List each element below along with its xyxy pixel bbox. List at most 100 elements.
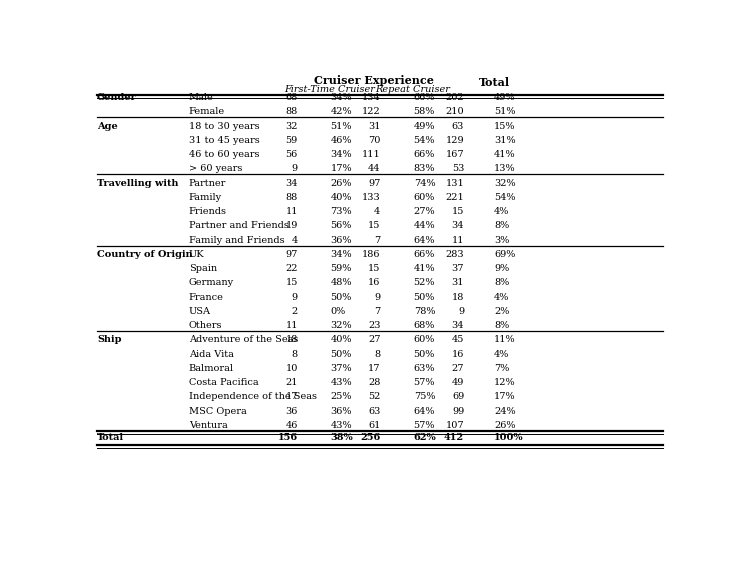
Text: 68%: 68% (414, 321, 435, 330)
Text: USA: USA (189, 307, 211, 316)
Text: 186: 186 (362, 250, 380, 259)
Text: Family: Family (189, 193, 222, 202)
Text: Total: Total (480, 77, 511, 88)
Text: 69: 69 (452, 393, 464, 401)
Text: 74%: 74% (414, 179, 435, 188)
Text: 46: 46 (286, 421, 297, 430)
Text: 66%: 66% (414, 93, 435, 102)
Text: 34%: 34% (331, 150, 352, 159)
Text: 202: 202 (445, 93, 464, 102)
Text: 9: 9 (292, 292, 297, 302)
Text: UK: UK (189, 250, 204, 259)
Text: 210: 210 (445, 107, 464, 117)
Text: 412: 412 (444, 433, 464, 442)
Text: 100%: 100% (494, 433, 524, 442)
Text: 64%: 64% (414, 236, 435, 245)
Text: 43%: 43% (331, 378, 352, 387)
Text: 53: 53 (451, 165, 464, 173)
Text: 44%: 44% (414, 222, 435, 230)
Text: 283: 283 (445, 250, 464, 259)
Text: 66%: 66% (414, 250, 435, 259)
Text: 11: 11 (286, 207, 297, 216)
Text: Female: Female (189, 107, 225, 117)
Text: 131: 131 (445, 179, 464, 188)
Text: 32%: 32% (331, 321, 352, 330)
Text: 7: 7 (374, 236, 380, 245)
Text: 62%: 62% (414, 433, 437, 442)
Text: 15: 15 (286, 278, 297, 287)
Text: 9: 9 (458, 307, 464, 316)
Text: 8%: 8% (494, 278, 509, 287)
Text: 21: 21 (286, 378, 297, 387)
Text: 12%: 12% (494, 378, 516, 387)
Text: 50%: 50% (331, 292, 352, 302)
Text: France: France (189, 292, 223, 302)
Text: 8: 8 (292, 350, 297, 359)
Text: 60%: 60% (414, 335, 435, 345)
Text: Age: Age (97, 122, 118, 131)
Text: 26%: 26% (494, 421, 516, 430)
Text: 3%: 3% (494, 236, 509, 245)
Text: 56%: 56% (331, 222, 352, 230)
Text: 99: 99 (452, 407, 464, 415)
Text: 34: 34 (286, 179, 297, 188)
Text: Spain: Spain (189, 264, 217, 273)
Text: 167: 167 (445, 150, 464, 159)
Text: Adventure of the Seas: Adventure of the Seas (189, 335, 298, 345)
Text: 58%: 58% (414, 107, 435, 117)
Text: 54%: 54% (414, 136, 435, 145)
Text: 4%: 4% (494, 292, 509, 302)
Text: 19: 19 (286, 222, 297, 230)
Text: 36: 36 (286, 407, 297, 415)
Text: 133: 133 (362, 193, 380, 202)
Text: 17: 17 (368, 364, 380, 373)
Text: 23: 23 (368, 321, 380, 330)
Text: Partner: Partner (189, 179, 226, 188)
Text: 83%: 83% (414, 165, 435, 173)
Text: 43%: 43% (331, 421, 352, 430)
Text: 69%: 69% (494, 250, 515, 259)
Text: 15: 15 (451, 207, 464, 216)
Text: 11%: 11% (494, 335, 516, 345)
Text: 0%: 0% (331, 307, 346, 316)
Text: 88: 88 (286, 107, 297, 117)
Text: Aida Vita: Aida Vita (189, 350, 234, 359)
Text: 57%: 57% (414, 378, 435, 387)
Text: 75%: 75% (414, 393, 435, 401)
Text: 27: 27 (451, 364, 464, 373)
Text: 32: 32 (286, 122, 297, 131)
Text: 15%: 15% (494, 122, 516, 131)
Text: 50%: 50% (331, 350, 352, 359)
Text: Ventura: Ventura (189, 421, 228, 430)
Text: 40%: 40% (331, 335, 352, 345)
Text: Costa Pacifica: Costa Pacifica (189, 378, 258, 387)
Text: Total: Total (97, 433, 124, 442)
Text: 156: 156 (278, 433, 297, 442)
Text: Germany: Germany (189, 278, 234, 287)
Text: 15: 15 (368, 222, 380, 230)
Text: 48%: 48% (331, 278, 352, 287)
Text: Ship: Ship (97, 335, 121, 345)
Text: 45: 45 (451, 335, 464, 345)
Text: 17%: 17% (331, 165, 352, 173)
Text: 7: 7 (374, 307, 380, 316)
Text: 9%: 9% (494, 264, 509, 273)
Text: 129: 129 (445, 136, 464, 145)
Text: 4: 4 (292, 236, 297, 245)
Text: 97: 97 (368, 179, 380, 188)
Text: 49%: 49% (494, 93, 516, 102)
Text: 4%: 4% (494, 207, 509, 216)
Text: 7%: 7% (494, 364, 509, 373)
Text: 37: 37 (451, 264, 464, 273)
Text: Balmoral: Balmoral (189, 364, 234, 373)
Text: 97: 97 (286, 250, 297, 259)
Text: Family and Friends: Family and Friends (189, 236, 284, 245)
Text: 17: 17 (286, 393, 297, 401)
Text: Friends: Friends (189, 207, 227, 216)
Text: 31: 31 (368, 122, 380, 131)
Text: 41%: 41% (494, 150, 516, 159)
Text: 18 to 30 years: 18 to 30 years (189, 122, 260, 131)
Text: Others: Others (189, 321, 222, 330)
Text: 107: 107 (445, 421, 464, 430)
Text: 221: 221 (445, 193, 464, 202)
